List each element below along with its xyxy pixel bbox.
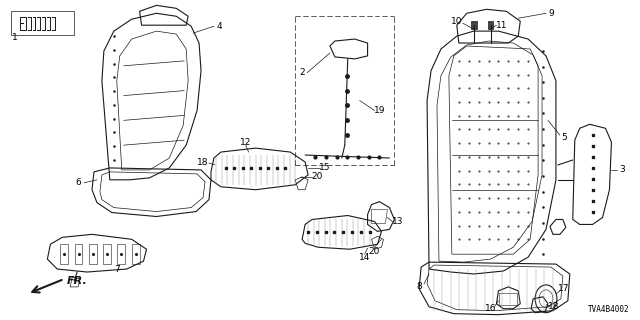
Text: 2: 2 [300,68,305,77]
Text: 20: 20 [369,247,380,256]
Text: 6: 6 [76,178,81,187]
Polygon shape [470,21,477,29]
Text: TVA4B4002: TVA4B4002 [588,305,629,314]
Text: FR.: FR. [67,276,88,286]
Text: 18: 18 [197,158,209,167]
Text: 16: 16 [484,304,496,313]
Text: 15: 15 [319,164,331,172]
Text: 1: 1 [12,33,17,42]
Text: 11: 11 [495,21,507,30]
Text: 17: 17 [558,284,570,293]
Text: 10: 10 [451,17,463,26]
Text: 5: 5 [561,133,567,142]
Text: 20: 20 [311,172,323,181]
Text: 12: 12 [240,138,252,147]
Text: 8: 8 [416,282,422,292]
Polygon shape [488,21,493,29]
Text: 18: 18 [548,302,560,311]
Text: 14: 14 [359,253,371,262]
Text: 9: 9 [548,9,554,18]
Text: 4: 4 [216,22,221,31]
Text: 19: 19 [374,106,385,115]
Text: 7: 7 [114,265,120,274]
Text: 3: 3 [620,165,625,174]
Text: 13: 13 [392,217,403,226]
